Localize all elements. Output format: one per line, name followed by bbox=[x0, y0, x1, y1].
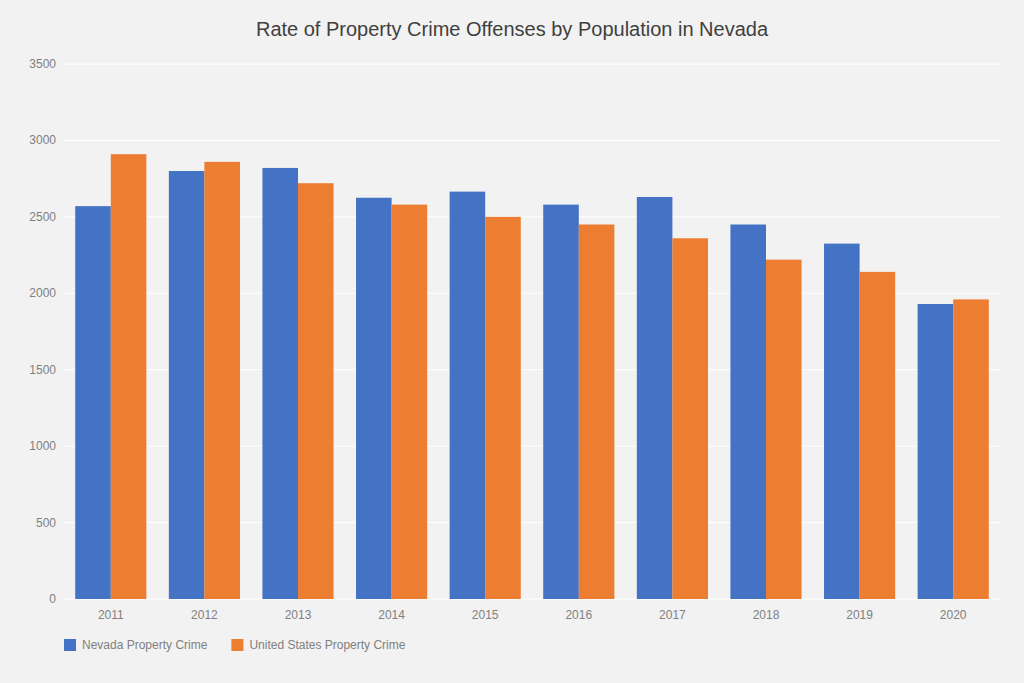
x-tick-label: 2011 bbox=[98, 608, 124, 622]
y-tick-label: 2500 bbox=[29, 210, 56, 224]
legend-label: United States Property Crime bbox=[249, 638, 405, 652]
bar bbox=[450, 192, 486, 599]
bar bbox=[543, 205, 579, 599]
bar bbox=[298, 183, 334, 599]
bar bbox=[860, 272, 896, 599]
bar bbox=[75, 206, 111, 599]
y-tick-label: 3000 bbox=[29, 133, 56, 147]
y-tick-label: 3500 bbox=[29, 57, 56, 71]
x-tick-label: 2020 bbox=[940, 608, 967, 622]
legend-label: Nevada Property Crime bbox=[82, 638, 208, 652]
y-tick-label: 1500 bbox=[29, 363, 56, 377]
x-tick-label: 2018 bbox=[753, 608, 780, 622]
y-grid bbox=[64, 64, 1000, 599]
bar bbox=[204, 162, 240, 599]
page: {"chart_data": {"type": "bar", "title": … bbox=[0, 0, 1024, 683]
x-tick-label: 2016 bbox=[565, 608, 592, 622]
bar bbox=[672, 238, 708, 599]
bar bbox=[392, 205, 428, 599]
x-tick-label: 2013 bbox=[285, 608, 312, 622]
background bbox=[0, 0, 1024, 683]
legend: Nevada Property Crime United States Prope… bbox=[64, 638, 406, 652]
y-tick-label: 500 bbox=[36, 516, 56, 530]
x-tick-label: 2015 bbox=[472, 608, 499, 622]
x-tick-labels: 2011 2012 2013 2014 2015 2016 2017 2018 2019 2020 bbox=[98, 608, 967, 622]
bar bbox=[111, 154, 147, 599]
bar bbox=[579, 225, 615, 600]
x-tick-label: 2019 bbox=[846, 608, 873, 622]
x-tick-label: 2012 bbox=[191, 608, 218, 622]
bar bbox=[766, 260, 802, 599]
chart-container: Rate of Property Crime Offenses by Popul… bbox=[0, 0, 1024, 683]
x-tick-label: 2017 bbox=[659, 608, 686, 622]
grid-line bbox=[64, 140, 1000, 141]
series-bars bbox=[111, 154, 989, 599]
bar bbox=[356, 198, 392, 599]
grid-line bbox=[64, 64, 1000, 65]
bar bbox=[918, 304, 954, 599]
y-tick-labels: 0 500 1000 1500 2000 2500 3000 3500 bbox=[29, 57, 56, 606]
title: Rate of Property Crime Offenses by Popul… bbox=[256, 18, 769, 40]
y-tick-label: 1000 bbox=[29, 439, 56, 453]
bar bbox=[637, 197, 673, 599]
legend-item: Nevada Property Crime bbox=[64, 638, 208, 652]
legend-item: United States Property Crime bbox=[231, 638, 405, 652]
bar bbox=[262, 168, 298, 599]
bar bbox=[824, 244, 860, 599]
y-tick-label: 0 bbox=[49, 592, 56, 606]
chart-svg: Rate of Property Crime Offenses by Popul… bbox=[0, 0, 1024, 683]
y-tick-label: 2000 bbox=[29, 286, 56, 300]
legend-swatch bbox=[64, 639, 76, 651]
bars bbox=[75, 154, 989, 599]
bar bbox=[953, 299, 989, 599]
x-tick-label: 2014 bbox=[378, 608, 405, 622]
legend-swatch bbox=[231, 639, 243, 651]
bar bbox=[730, 225, 766, 600]
bar bbox=[485, 217, 521, 599]
bar bbox=[169, 171, 205, 599]
